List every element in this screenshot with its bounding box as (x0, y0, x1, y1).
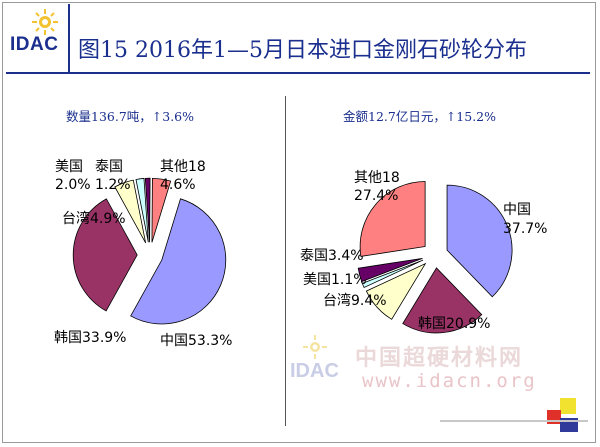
pie-slice-2-3 (365, 262, 427, 320)
pie-slice-1-4 (135, 178, 149, 243)
logo-sparkle-icon (32, 9, 58, 35)
pie-label-2-6-value: 27.4% (354, 188, 398, 204)
header-vertical-rule (68, 4, 70, 74)
pie-label-2-5: 泰国3.4% (300, 248, 364, 264)
logo: IDAC (10, 34, 59, 55)
pie-slice-2-5 (357, 257, 423, 283)
pie-slice-1-5 (144, 177, 151, 243)
pie-label-1-6-value: 4.6% (160, 177, 196, 193)
pie-slice-2-6 (359, 181, 426, 257)
pie-label-1-4-value: 2.0% (55, 177, 91, 193)
pie-label-1-4: 美国 (55, 159, 83, 175)
pie-label-1-2: 韩国33.9% (54, 330, 126, 346)
watermark-logo: IDAC (290, 360, 339, 382)
pie-slice-1-1 (130, 198, 227, 325)
watermark-url: www.idacn.org (362, 370, 537, 392)
pie-label-2-1-value: 37.7% (503, 221, 547, 237)
pie-label-1-1: 中国53.3% (160, 333, 232, 349)
corner-square-yellow (560, 398, 576, 414)
left-chart-subtitle: 数量136.7吨，↑3.6% (66, 109, 195, 124)
pie-slice-1-6 (151, 177, 172, 243)
watermark-sparkle-icon (303, 335, 327, 359)
pie-slice-2-2 (402, 267, 483, 334)
right-chart-subtitle: 金额12.7亿日元，↑15.2% (343, 109, 497, 124)
pie-label-1-5: 泰国 (95, 159, 123, 175)
pie-label-2-2: 韩国20.9% (418, 316, 490, 332)
pie-label-2-6: 其他18 (354, 170, 400, 186)
chart-divider (285, 96, 286, 426)
pie-label-2-4: 美国1.1% (303, 272, 367, 288)
page-title: 图15 2016年1—5月日本进口金刚石砂轮分布 (78, 38, 527, 63)
pie-slice-2-4 (361, 259, 424, 289)
pie-label-2-3: 台湾9.4% (323, 292, 387, 309)
pie-label-1-6: 其他18 (160, 159, 206, 175)
pie-label-2-1: 中国 (503, 202, 531, 218)
pie-slice-1-2 (72, 198, 138, 312)
header-horizontal-rule (6, 72, 590, 74)
pie-slice-2-1 (446, 184, 513, 298)
corner-rule (440, 420, 588, 422)
pie-slice-1-3 (114, 179, 147, 244)
watermark-site-name: 中国超硬材料网 (355, 346, 524, 371)
pie-label-1-3: 台湾4.9% (62, 210, 126, 227)
pie-label-1-5-value: 1.2% (95, 177, 131, 193)
